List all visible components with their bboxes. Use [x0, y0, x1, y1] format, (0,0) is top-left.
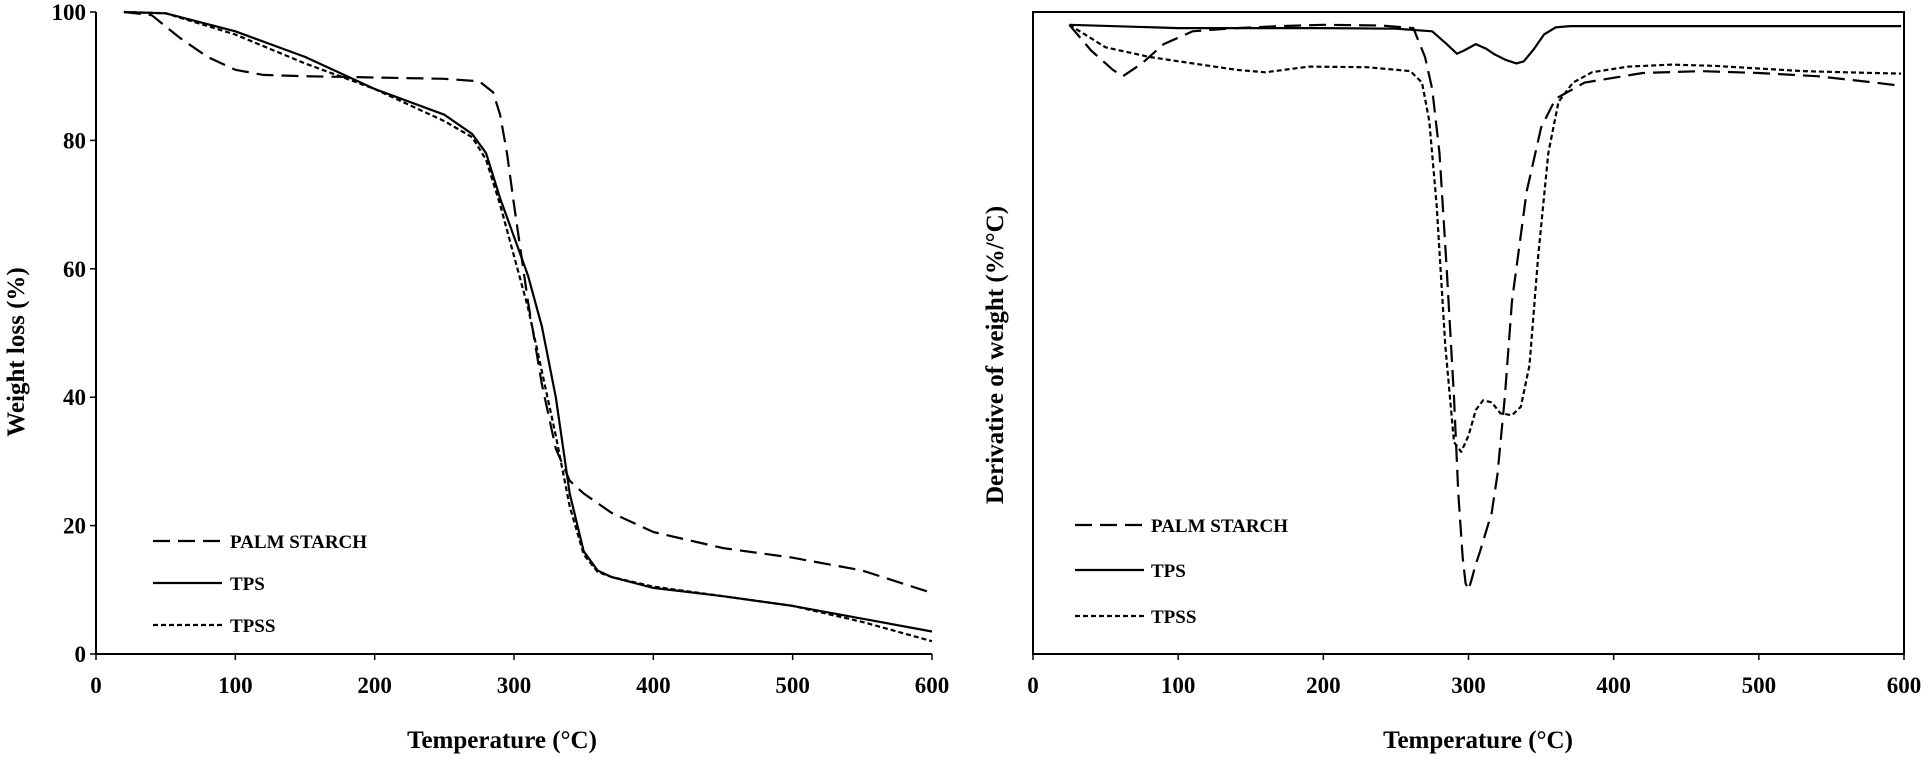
dtg-y-axis-title: Derivative of weight (%/°C) — [982, 206, 1009, 504]
dtg-x-tick-label: 300 — [1451, 673, 1486, 698]
dtg-x-tick-label: 400 — [1596, 673, 1631, 698]
tga-plot-area: 0 100 200 300 400 500 600 0 20 40 60 80 100 — [52, 0, 950, 698]
tga-legend: PALM STARCH TPS TPSS — [153, 532, 367, 637]
tga-series-palm-starch — [123, 10, 933, 595]
dtg-x-tick-label: 500 — [1742, 673, 1777, 698]
tga-y-axis-title: Weight loss (%) — [3, 267, 30, 436]
dtg-plot-area: 0 100 200 300 400 500 600 — [1027, 11, 1922, 698]
tga-x-tick-label: 500 — [775, 673, 810, 698]
tga-y-tick-label: 80 — [63, 128, 86, 153]
tga-y-tick-label: 60 — [63, 257, 86, 282]
tga-x-tick-label: 600 — [915, 673, 950, 698]
dtg-x-tick-label: 0 — [1027, 673, 1039, 698]
dtg-x-tick-label: 200 — [1306, 673, 1341, 698]
dtg-chart: Derivative of weight (%/°C) Temperature … — [982, 11, 1922, 754]
tga-chart: Weight loss (%) Temperature (°C) 0 100 200… — [3, 0, 949, 754]
tga-x-tick-label: 400 — [636, 673, 671, 698]
dtg-legend-label-palm-starch: PALM STARCH — [1151, 516, 1288, 537]
tga-series-tpss — [123, 10, 933, 643]
dtg-x-axis-title: Temperature (°C) — [1383, 727, 1573, 754]
tga-x-tick-label: 200 — [357, 673, 392, 698]
tga-legend-label-tps: TPS — [230, 574, 265, 595]
dtg-legend-label-tps: TPS — [1151, 561, 1186, 582]
dtg-legend-label-tpss: TPSS — [1151, 607, 1196, 628]
tga-x-tick-label: 300 — [497, 673, 532, 698]
tga-y-tick-label: 100 — [52, 0, 87, 25]
tga-y-tick-label: 20 — [63, 514, 86, 539]
dtg-series-palm-starch — [1068, 23, 1902, 591]
tga-x-tick-label: 100 — [218, 673, 253, 698]
tga-y-tick-label: 40 — [63, 385, 86, 410]
dtg-series-tps — [1069, 23, 1902, 65]
tga-legend-label-palm-starch: PALM STARCH — [230, 532, 367, 553]
dtg-legend: PALM STARCH TPS TPSS — [1075, 516, 1288, 628]
dtg-x-tick-label: 100 — [1161, 673, 1196, 698]
tga-legend-label-tpss: TPSS — [230, 616, 275, 637]
tga-x-tick-label: 0 — [90, 673, 102, 698]
tga-x-axis-title: Temperature (°C) — [407, 727, 597, 754]
dtg-series-tpss — [1068, 23, 1902, 453]
dtg-x-tick-label: 600 — [1887, 673, 1922, 698]
tga-y-tick-label: 0 — [75, 642, 87, 667]
